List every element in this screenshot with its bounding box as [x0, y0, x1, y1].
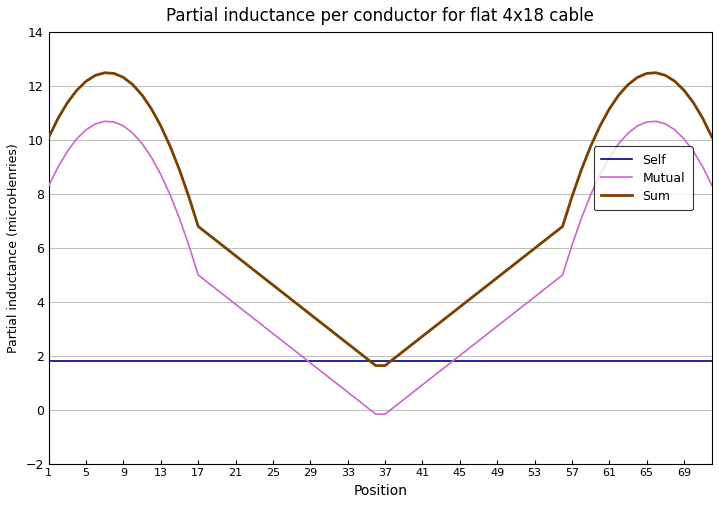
Mutual: [147, 155, 156, 161]
Mutual: [707, 183, 716, 189]
Mutual: [670, 127, 679, 133]
Sum: [483, 282, 492, 288]
Sum: [437, 319, 446, 325]
Sum: [511, 260, 520, 266]
Line: Sum: Sum: [49, 73, 712, 366]
Self: [418, 358, 427, 364]
Mutual: [511, 309, 520, 315]
Self: [138, 358, 147, 364]
Mutual: [101, 118, 109, 124]
Self: [269, 358, 278, 364]
Mutual: [437, 367, 446, 373]
Self: [465, 358, 474, 364]
Self: [493, 358, 501, 364]
Line: Mutual: Mutual: [49, 121, 712, 414]
Sum: [101, 70, 109, 76]
Sum: [707, 134, 716, 140]
Sum: [670, 78, 679, 84]
Self: [203, 358, 212, 364]
Mutual: [45, 183, 53, 189]
Mutual: [278, 338, 287, 344]
Self: [45, 358, 53, 364]
Sum: [45, 134, 53, 140]
Self: [707, 358, 716, 364]
Sum: [147, 106, 156, 112]
Legend: Self, Mutual, Sum: Self, Mutual, Sum: [594, 146, 692, 210]
Y-axis label: Partial inductance (microHenries): Partial inductance (microHenries): [7, 143, 20, 352]
X-axis label: Position: Position: [354, 484, 408, 498]
Mutual: [372, 411, 380, 417]
Title: Partial inductance per conductor for flat 4x18 cable: Partial inductance per conductor for fla…: [167, 7, 595, 25]
Sum: [278, 289, 287, 295]
Mutual: [483, 331, 492, 337]
Sum: [372, 363, 380, 369]
